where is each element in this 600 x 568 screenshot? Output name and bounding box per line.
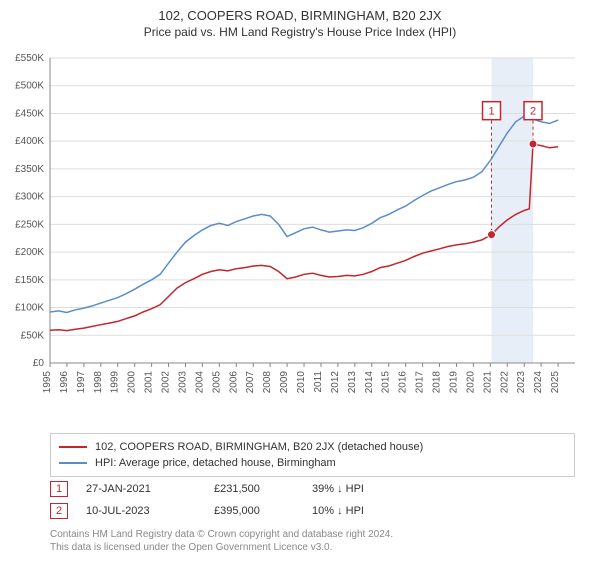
y-tick-label: £300K bbox=[15, 192, 44, 203]
x-tick-label: 1998 bbox=[93, 371, 104, 394]
chart-plot-area: £0£50K£100K£150K£200K£250K£300K£350K£400… bbox=[50, 58, 575, 398]
x-tick-label: 2010 bbox=[296, 371, 307, 394]
y-tick-label: £250K bbox=[15, 219, 44, 230]
marker-point bbox=[488, 231, 496, 239]
chart-container: { "title": "102, COOPERS ROAD, BIRMINGHA… bbox=[0, 8, 600, 568]
x-tick-label: 2018 bbox=[432, 371, 443, 394]
transaction-pct: 10% ↓ HPI bbox=[312, 505, 432, 517]
y-tick-label: £200K bbox=[15, 247, 44, 258]
chart-subtitle: Price paid vs. HM Land Registry's House … bbox=[0, 25, 600, 39]
y-tick-label: £50K bbox=[21, 330, 45, 341]
y-tick-label: £500K bbox=[15, 81, 44, 92]
legend-label: HPI: Average price, detached house, Birm… bbox=[95, 457, 336, 469]
x-tick-label: 2004 bbox=[194, 371, 205, 394]
y-tick-label: £450K bbox=[15, 108, 44, 119]
transactions-table: 1 27-JAN-2021 £231,500 39% ↓ HPI 2 10-JUL-202… bbox=[50, 478, 575, 522]
transaction-price: £231,500 bbox=[214, 483, 294, 495]
legend-label: 102, COOPERS ROAD, BIRMINGHAM, B20 2JX (… bbox=[95, 441, 423, 453]
y-tick-label: £0 bbox=[33, 358, 45, 369]
x-tick-label: 2007 bbox=[245, 371, 256, 394]
x-tick-label: 2015 bbox=[381, 371, 392, 394]
x-tick-label: 2013 bbox=[347, 371, 358, 394]
marker-box-label: 1 bbox=[488, 106, 494, 118]
marker-box-label: 2 bbox=[530, 106, 536, 118]
transaction-row: 1 27-JAN-2021 £231,500 39% ↓ HPI bbox=[50, 478, 575, 500]
y-tick-label: £100K bbox=[15, 303, 44, 314]
x-tick-label: 2014 bbox=[364, 371, 375, 394]
x-tick-label: 2017 bbox=[415, 371, 426, 394]
x-tick-label: 2021 bbox=[482, 371, 493, 394]
x-tick-label: 2016 bbox=[398, 371, 409, 394]
x-tick-label: 2023 bbox=[516, 371, 527, 394]
transaction-marker: 2 bbox=[50, 503, 68, 519]
footer-line1: Contains HM Land Registry data © Crown c… bbox=[50, 528, 575, 541]
marker-point bbox=[529, 140, 537, 148]
x-tick-label: 1995 bbox=[42, 371, 53, 394]
x-tick-label: 1997 bbox=[76, 371, 87, 394]
x-tick-label: 2002 bbox=[161, 371, 172, 394]
chart-title: 102, COOPERS ROAD, BIRMINGHAM, B20 2JX bbox=[0, 8, 600, 23]
transaction-marker: 1 bbox=[50, 481, 68, 497]
transaction-row: 2 10-JUL-2023 £395,000 10% ↓ HPI bbox=[50, 500, 575, 522]
legend-swatch bbox=[59, 462, 87, 464]
transaction-pct: 39% ↓ HPI bbox=[312, 483, 432, 495]
chart-svg: £0£50K£100K£150K£200K£250K£300K£350K£400… bbox=[50, 58, 575, 398]
footer-line2: This data is licensed under the Open Gov… bbox=[50, 541, 575, 554]
x-tick-label: 2003 bbox=[177, 371, 188, 394]
x-tick-label: 1996 bbox=[59, 371, 70, 394]
x-tick-label: 2012 bbox=[330, 371, 341, 394]
x-tick-label: 2019 bbox=[448, 371, 459, 394]
legend-row: 102, COOPERS ROAD, BIRMINGHAM, B20 2JX (… bbox=[59, 439, 566, 455]
x-tick-label: 2025 bbox=[550, 371, 561, 394]
x-tick-label: 1999 bbox=[110, 371, 121, 394]
transaction-date: 27-JAN-2021 bbox=[86, 483, 196, 495]
x-tick-label: 2020 bbox=[465, 371, 476, 394]
transaction-price: £395,000 bbox=[214, 505, 294, 517]
x-tick-label: 2000 bbox=[127, 371, 138, 394]
series-hpi bbox=[50, 116, 558, 312]
footer-attribution: Contains HM Land Registry data © Crown c… bbox=[50, 528, 575, 554]
x-tick-label: 2006 bbox=[228, 371, 239, 394]
x-tick-label: 2008 bbox=[262, 371, 273, 394]
legend: 102, COOPERS ROAD, BIRMINGHAM, B20 2JX (… bbox=[50, 433, 575, 477]
x-tick-label: 2001 bbox=[144, 371, 155, 394]
x-tick-label: 2011 bbox=[313, 371, 324, 393]
x-tick-label: 2005 bbox=[211, 371, 222, 394]
x-tick-label: 2024 bbox=[533, 371, 544, 394]
y-tick-label: £150K bbox=[15, 275, 44, 286]
legend-swatch bbox=[59, 446, 87, 448]
y-tick-label: £400K bbox=[15, 136, 44, 147]
x-tick-label: 2009 bbox=[279, 371, 290, 394]
y-tick-label: £550K bbox=[15, 53, 44, 64]
x-tick-label: 2022 bbox=[499, 371, 510, 394]
y-tick-label: £350K bbox=[15, 164, 44, 175]
transaction-date: 10-JUL-2023 bbox=[86, 505, 196, 517]
legend-row: HPI: Average price, detached house, Birm… bbox=[59, 455, 566, 471]
